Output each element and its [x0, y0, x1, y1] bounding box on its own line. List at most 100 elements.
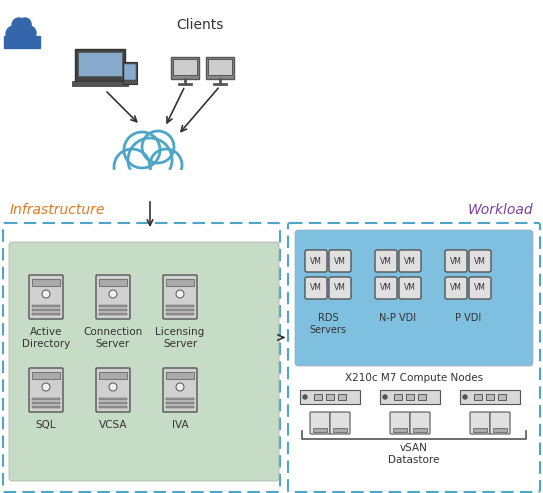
- Bar: [78, 52, 122, 76]
- Bar: [166, 406, 194, 408]
- Bar: [166, 402, 194, 404]
- Text: Workload: Workload: [468, 203, 533, 217]
- Text: VM: VM: [450, 256, 462, 266]
- Circle shape: [176, 383, 184, 391]
- Bar: [166, 398, 194, 400]
- Circle shape: [128, 138, 172, 182]
- Circle shape: [12, 18, 26, 32]
- FancyBboxPatch shape: [163, 368, 197, 412]
- Text: RDS
Servers: RDS Servers: [310, 313, 346, 335]
- FancyBboxPatch shape: [329, 277, 351, 299]
- FancyBboxPatch shape: [330, 412, 350, 434]
- Bar: [493, 428, 507, 432]
- Bar: [32, 279, 60, 286]
- Text: VM: VM: [404, 256, 416, 266]
- Bar: [99, 305, 127, 307]
- Text: VCSA: VCSA: [99, 420, 127, 430]
- Circle shape: [150, 149, 182, 181]
- Bar: [486, 394, 494, 400]
- Text: P VDI: P VDI: [455, 313, 481, 323]
- Bar: [166, 279, 194, 286]
- Circle shape: [114, 149, 150, 185]
- Circle shape: [176, 290, 184, 298]
- Text: Active
Directory: Active Directory: [22, 327, 70, 349]
- Bar: [173, 59, 197, 75]
- Bar: [300, 390, 360, 404]
- Bar: [333, 428, 347, 432]
- Bar: [498, 394, 506, 400]
- Text: VM: VM: [404, 283, 416, 292]
- FancyBboxPatch shape: [445, 277, 467, 299]
- Text: VM: VM: [380, 256, 392, 266]
- Bar: [32, 372, 60, 379]
- Text: VM: VM: [380, 283, 392, 292]
- Bar: [72, 81, 128, 86]
- Text: X210c M7 Compute Nodes: X210c M7 Compute Nodes: [345, 373, 483, 383]
- FancyBboxPatch shape: [399, 277, 421, 299]
- Bar: [208, 59, 232, 75]
- FancyBboxPatch shape: [469, 250, 491, 272]
- Bar: [206, 57, 234, 79]
- Circle shape: [42, 290, 50, 298]
- Bar: [380, 390, 440, 404]
- Circle shape: [12, 20, 32, 40]
- Circle shape: [124, 132, 160, 168]
- Bar: [75, 49, 125, 81]
- Bar: [124, 64, 136, 80]
- Text: VM: VM: [334, 256, 346, 266]
- FancyBboxPatch shape: [310, 412, 330, 434]
- Circle shape: [109, 290, 117, 298]
- FancyBboxPatch shape: [470, 412, 490, 434]
- Bar: [99, 309, 127, 311]
- FancyBboxPatch shape: [390, 412, 410, 434]
- Circle shape: [22, 26, 36, 40]
- Circle shape: [19, 18, 31, 30]
- Text: Licensing
Server: Licensing Server: [155, 327, 205, 349]
- Text: VM: VM: [474, 256, 486, 266]
- Text: VM: VM: [450, 283, 462, 292]
- Bar: [460, 390, 520, 404]
- FancyBboxPatch shape: [96, 368, 130, 412]
- Bar: [99, 402, 127, 404]
- Bar: [338, 394, 346, 400]
- Bar: [473, 428, 487, 432]
- Bar: [4, 36, 40, 48]
- Bar: [99, 313, 127, 315]
- FancyBboxPatch shape: [163, 275, 197, 319]
- Circle shape: [42, 383, 50, 391]
- FancyBboxPatch shape: [490, 412, 510, 434]
- FancyBboxPatch shape: [9, 242, 279, 481]
- FancyBboxPatch shape: [375, 277, 397, 299]
- Circle shape: [383, 395, 387, 399]
- Text: Clients: Clients: [176, 18, 224, 32]
- Text: SQL: SQL: [36, 420, 56, 430]
- Bar: [110, 170, 190, 200]
- Bar: [99, 279, 127, 286]
- Bar: [394, 394, 402, 400]
- Circle shape: [142, 131, 174, 163]
- FancyBboxPatch shape: [29, 275, 63, 319]
- FancyBboxPatch shape: [29, 368, 63, 412]
- FancyBboxPatch shape: [295, 230, 533, 366]
- Text: VM: VM: [334, 283, 346, 292]
- FancyBboxPatch shape: [305, 277, 327, 299]
- Bar: [166, 313, 194, 315]
- Bar: [32, 402, 60, 404]
- Text: VM: VM: [474, 283, 486, 292]
- Bar: [406, 394, 414, 400]
- Bar: [413, 428, 427, 432]
- FancyBboxPatch shape: [469, 277, 491, 299]
- FancyBboxPatch shape: [96, 275, 130, 319]
- Bar: [313, 428, 327, 432]
- Bar: [326, 394, 334, 400]
- FancyBboxPatch shape: [399, 250, 421, 272]
- Bar: [166, 309, 194, 311]
- FancyBboxPatch shape: [305, 250, 327, 272]
- FancyBboxPatch shape: [410, 412, 430, 434]
- Bar: [32, 305, 60, 307]
- Text: Infrastructure: Infrastructure: [10, 203, 105, 217]
- Circle shape: [109, 383, 117, 391]
- Bar: [32, 398, 60, 400]
- Text: N-P VDI: N-P VDI: [380, 313, 416, 323]
- Bar: [166, 372, 194, 379]
